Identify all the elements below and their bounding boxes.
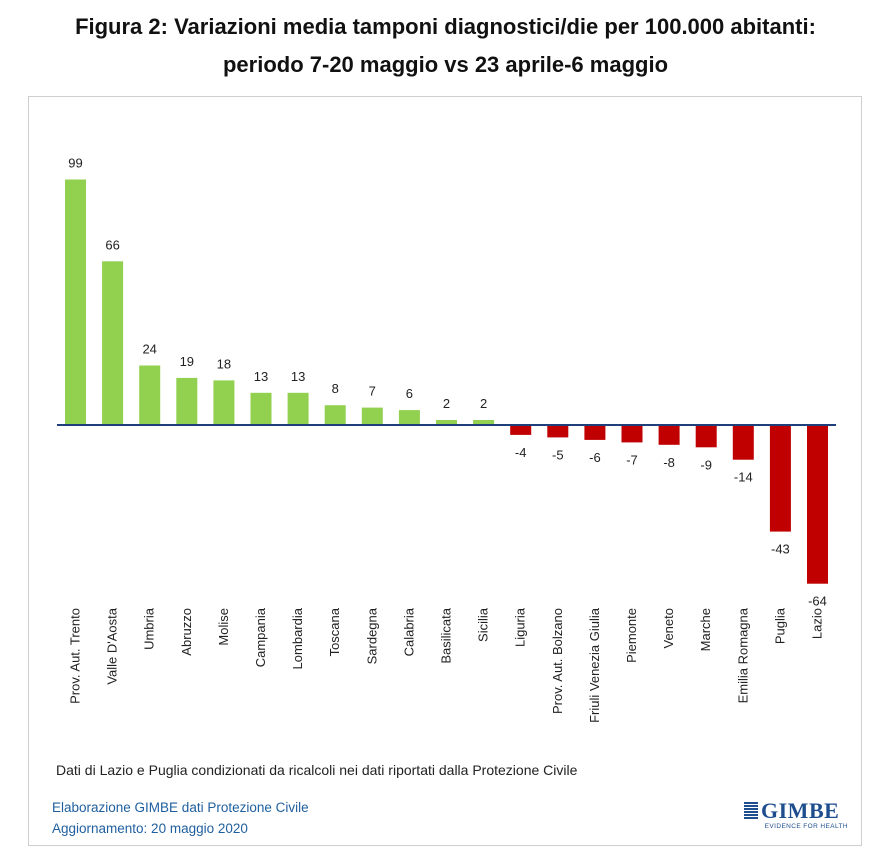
category-label-5: Campania	[253, 607, 268, 667]
bar-8	[361, 407, 383, 425]
bar-10	[436, 420, 457, 425]
category-label-7: Toscana	[327, 607, 342, 656]
category-label-8: Sardegna	[364, 607, 379, 664]
bar-1	[102, 261, 124, 425]
bar-5	[250, 392, 272, 425]
data-label-10: 2	[443, 396, 450, 411]
bar-13	[547, 425, 569, 438]
category-label-0: Prov. Aut. Trento	[68, 608, 83, 704]
update-date: Aggiornamento: 20 maggio 2020	[52, 821, 248, 836]
category-label-14: Friuli Venezia Giulia	[587, 607, 602, 723]
bar-3	[176, 377, 198, 425]
data-note: Dati di Lazio e Puglia condizionati da r…	[56, 762, 578, 778]
category-label-10: Basilicata	[439, 607, 454, 663]
data-label-16: -8	[663, 455, 675, 470]
bar-4	[213, 380, 235, 425]
data-label-4: 18	[217, 356, 231, 371]
category-label-1: Valle D'Aosta	[105, 607, 120, 684]
category-label-13: Prov. Aut. Bolzano	[550, 608, 565, 714]
bar-7	[324, 405, 346, 425]
data-label-2: 24	[142, 342, 156, 357]
category-label-18: Emilia Romagna	[735, 607, 750, 703]
category-label-15: Piemonte	[624, 608, 639, 663]
chart-frame	[28, 96, 862, 846]
logo-tagline: EVIDENCE FOR HEALTH	[764, 823, 848, 830]
gimbe-logo: GIMBE EVIDENCE FOR HEALTH	[744, 798, 848, 834]
bar-14	[584, 425, 606, 440]
bar-19	[769, 425, 791, 532]
data-label-17: -9	[700, 457, 712, 472]
bar-18	[732, 425, 754, 460]
data-label-8: 7	[369, 384, 376, 399]
logo-mark-icon	[744, 802, 758, 819]
data-label-3: 19	[180, 354, 194, 369]
data-label-15: -7	[626, 452, 638, 467]
bar-9	[398, 410, 420, 425]
data-label-18: -14	[734, 470, 753, 485]
bar-16	[658, 425, 680, 445]
data-label-0: 99	[68, 156, 82, 171]
data-label-19: -43	[771, 542, 790, 557]
data-label-1: 66	[105, 237, 119, 252]
category-label-20: Lazio	[810, 608, 825, 639]
category-label-16: Veneto	[661, 608, 676, 649]
data-label-11: 2	[480, 396, 487, 411]
bar-0	[65, 179, 86, 425]
category-label-17: Marche	[698, 608, 713, 651]
data-label-12: -4	[515, 445, 527, 460]
category-label-12: Liguria	[513, 607, 528, 647]
data-label-5: 13	[254, 369, 268, 384]
bar-12	[510, 425, 532, 435]
category-label-9: Calabria	[401, 607, 416, 656]
data-label-14: -6	[589, 450, 601, 465]
category-label-19: Puglia	[772, 607, 787, 644]
data-label-6: 13	[291, 369, 305, 384]
data-label-13: -5	[552, 447, 564, 462]
data-label-7: 8	[332, 381, 339, 396]
source-text: Elaborazione GIMBE dati Protezione Civil…	[52, 800, 309, 815]
data-label-9: 6	[406, 386, 413, 401]
category-label-2: Umbria	[142, 607, 157, 650]
bar-11	[473, 420, 495, 425]
category-label-6: Lombardia	[290, 607, 305, 669]
bar-20	[807, 425, 828, 584]
bar-2	[139, 365, 161, 425]
category-label-3: Abruzzo	[179, 608, 194, 656]
chart-title-line2: periodo 7-20 maggio vs 23 aprile-6 maggi…	[222, 52, 669, 77]
category-label-4: Molise	[216, 608, 231, 646]
bar-6	[287, 392, 309, 425]
chart-title-line1: Figura 2: Variazioni media tamponi diagn…	[75, 14, 816, 39]
logo-text: GIMBE	[761, 798, 840, 823]
data-label-20: -64	[808, 594, 827, 609]
category-label-11: Sicilia	[476, 607, 491, 642]
bar-15	[621, 425, 643, 443]
bar-17	[695, 425, 717, 448]
